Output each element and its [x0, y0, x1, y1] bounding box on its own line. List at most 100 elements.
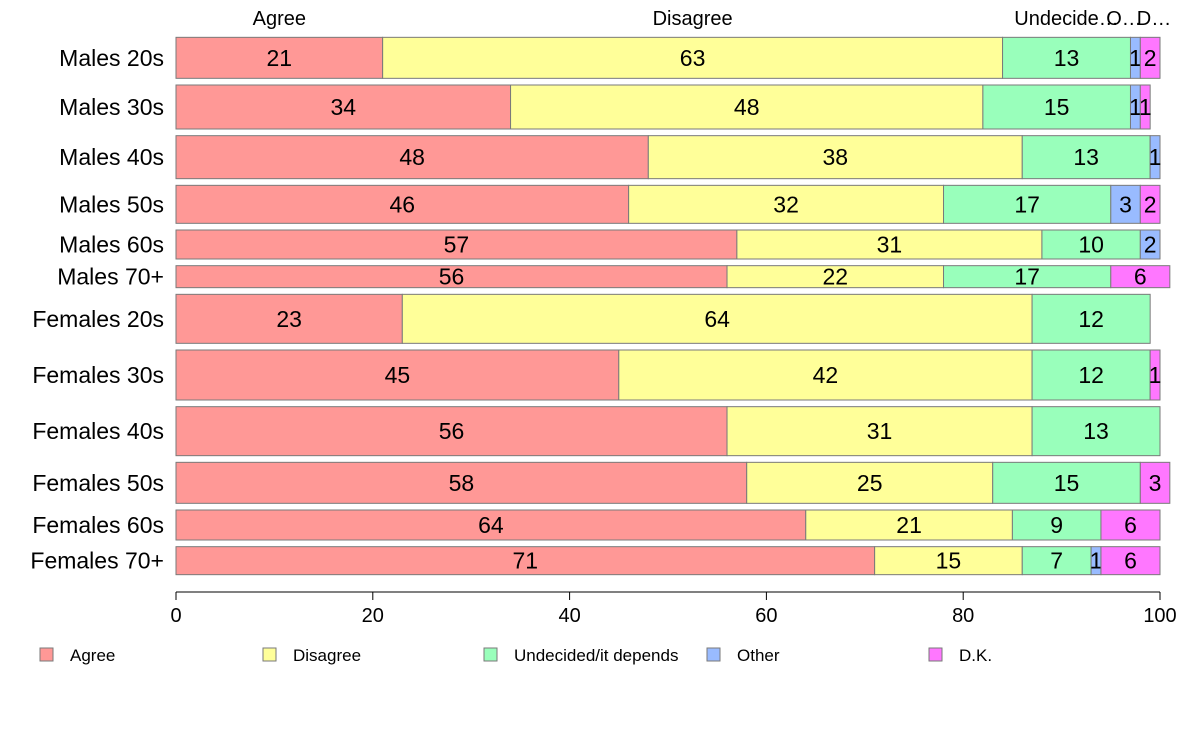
data-label: 46	[390, 191, 416, 217]
category-label: Males 60s	[59, 232, 164, 258]
bar-segment	[736, 229, 1043, 260]
data-label: 6	[1124, 512, 1137, 538]
legend-label: Other	[737, 646, 780, 665]
data-label: 57	[444, 232, 470, 258]
data-label: 56	[439, 418, 465, 444]
category-label: Females 50s	[32, 470, 164, 496]
bar-segment	[175, 229, 738, 260]
data-label: 2	[1144, 191, 1157, 217]
legend-swatch	[706, 647, 721, 662]
bar-segment	[992, 461, 1141, 504]
bar-segment	[1139, 84, 1151, 130]
top-label-dk: D…	[1137, 8, 1171, 30]
bar-segment	[510, 84, 984, 130]
bar-segment	[175, 509, 807, 541]
x-tick-label: 80	[952, 605, 974, 627]
data-label: 7	[1050, 548, 1063, 574]
category-label: Females 30s	[32, 362, 164, 388]
bar-segment	[1110, 184, 1141, 224]
data-label: 1	[1139, 94, 1152, 120]
data-label: 1	[1149, 362, 1162, 388]
data-label: 13	[1073, 144, 1099, 170]
category-label: Males 50s	[59, 191, 164, 217]
data-label: 38	[822, 144, 848, 170]
data-label: 21	[267, 45, 293, 71]
data-label: 1	[1090, 548, 1103, 574]
bar-segment	[1021, 546, 1092, 576]
legend-label: Agree	[70, 646, 115, 665]
data-label: 2	[1144, 45, 1157, 71]
bar-segment	[805, 509, 1013, 541]
bar-segment	[874, 546, 1023, 576]
bar-segment	[982, 84, 1131, 130]
data-label: 13	[1054, 45, 1080, 71]
legend-swatch	[928, 647, 943, 662]
x-tick-label: 20	[362, 605, 384, 627]
bar-segment	[175, 36, 384, 79]
bar-segment	[401, 293, 1033, 344]
bar-segment	[1031, 349, 1151, 401]
x-tick-label: 40	[558, 605, 580, 627]
category-label: Females 40s	[32, 418, 164, 444]
category-label: Males 30s	[59, 94, 164, 120]
data-label: 42	[813, 362, 839, 388]
data-label: 9	[1050, 512, 1063, 538]
bar-segment	[746, 461, 994, 504]
data-label: 31	[877, 232, 903, 258]
data-label: 56	[439, 264, 465, 290]
bar-segment	[726, 406, 1033, 457]
data-label: 64	[478, 512, 504, 538]
bar-segment	[1149, 135, 1161, 180]
legend-swatch	[483, 647, 498, 662]
bar-segment	[1139, 229, 1161, 260]
bar-segment	[628, 184, 945, 224]
data-label: 22	[822, 264, 848, 290]
legend-label: Disagree	[293, 646, 361, 665]
top-label-other: O…	[1106, 8, 1142, 30]
bar-segment	[1110, 265, 1171, 289]
bar-segment	[1149, 349, 1161, 401]
data-label: 71	[513, 548, 539, 574]
category-label: Males 40s	[59, 144, 164, 170]
data-label: 2	[1144, 232, 1157, 258]
category-label: Females 60s	[32, 512, 164, 538]
data-label: 58	[449, 470, 475, 496]
bar-segment	[1139, 461, 1171, 504]
data-label: 15	[936, 548, 962, 574]
top-label-undecided: Undecide…	[1014, 8, 1119, 30]
data-label: 21	[896, 512, 922, 538]
category-label: Males 70+	[57, 264, 164, 290]
data-label: 15	[1044, 94, 1070, 120]
data-label: 6	[1124, 548, 1137, 574]
x-tick-label: 0	[170, 605, 181, 627]
x-tick-label: 100	[1143, 605, 1176, 627]
bar-segment	[1100, 509, 1161, 541]
bar-segment	[1139, 184, 1161, 224]
data-label: 15	[1054, 470, 1080, 496]
data-label: 32	[773, 191, 799, 217]
legend-swatch	[39, 647, 54, 662]
data-label: 1	[1149, 144, 1162, 170]
data-label: 1	[1129, 94, 1142, 120]
data-label: 13	[1083, 418, 1109, 444]
data-label: 34	[330, 94, 356, 120]
data-label: 45	[385, 362, 411, 388]
data-label: 64	[704, 306, 730, 332]
data-label: 17	[1014, 191, 1040, 217]
data-label: 6	[1134, 264, 1147, 290]
bar-segment	[1031, 293, 1151, 344]
legend-label: Undecided/it depends	[514, 646, 678, 665]
bar-segment	[175, 461, 748, 504]
x-tick-label: 60	[755, 605, 777, 627]
data-label: 1	[1129, 45, 1142, 71]
bar-segment	[175, 293, 403, 344]
bar-segment	[618, 349, 1033, 401]
legend-label: D.K.	[959, 646, 992, 665]
data-label: 17	[1014, 264, 1040, 290]
bar-segment	[1041, 229, 1141, 260]
data-label: 23	[276, 306, 302, 332]
category-label: Males 20s	[59, 45, 164, 71]
bar-segment	[1011, 509, 1102, 541]
top-label-disagree: Disagree	[653, 8, 733, 30]
